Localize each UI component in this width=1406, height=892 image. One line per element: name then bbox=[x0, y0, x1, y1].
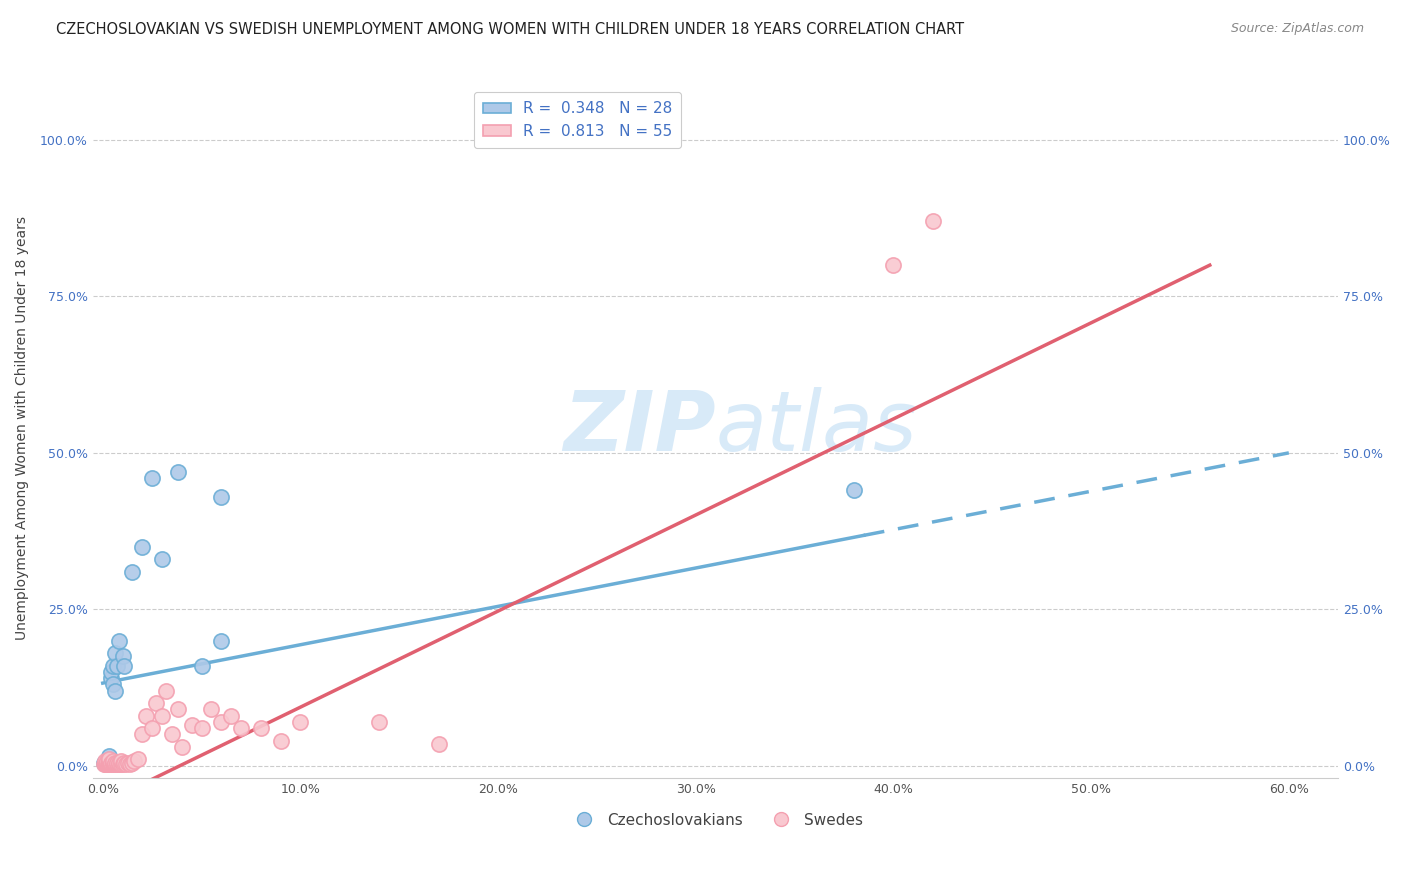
Point bbox=[107, 756, 129, 770]
Point bbox=[105, 756, 128, 771]
Point bbox=[105, 756, 128, 770]
Point bbox=[105, 658, 128, 673]
Point bbox=[131, 727, 153, 741]
Text: atlas: atlas bbox=[716, 387, 917, 468]
Point bbox=[141, 721, 163, 735]
Point bbox=[922, 214, 945, 228]
Point bbox=[166, 702, 188, 716]
Point bbox=[135, 708, 157, 723]
Point bbox=[96, 756, 118, 771]
Point bbox=[180, 718, 202, 732]
Point bbox=[111, 649, 134, 664]
Point bbox=[842, 483, 865, 498]
Point bbox=[96, 756, 118, 770]
Point bbox=[97, 756, 120, 770]
Point bbox=[219, 708, 242, 723]
Point bbox=[145, 696, 167, 710]
Point bbox=[190, 721, 212, 735]
Point bbox=[93, 756, 115, 770]
Point bbox=[93, 754, 115, 768]
Point bbox=[120, 756, 142, 771]
Point bbox=[127, 752, 149, 766]
Point bbox=[104, 756, 127, 770]
Point bbox=[290, 714, 312, 729]
Point bbox=[368, 714, 391, 729]
Point bbox=[150, 552, 173, 566]
Point bbox=[111, 756, 134, 771]
Point bbox=[250, 721, 273, 735]
Point bbox=[100, 665, 122, 679]
Point bbox=[97, 752, 120, 766]
Point bbox=[110, 754, 132, 768]
Point bbox=[100, 756, 122, 770]
Point bbox=[882, 258, 904, 272]
Point bbox=[93, 756, 115, 771]
Point bbox=[209, 714, 232, 729]
Point bbox=[150, 708, 173, 723]
Point bbox=[97, 749, 120, 764]
Point bbox=[209, 633, 232, 648]
Point bbox=[200, 702, 222, 716]
Point bbox=[114, 756, 136, 770]
Point bbox=[101, 756, 124, 770]
Point bbox=[107, 756, 129, 771]
Point bbox=[115, 756, 138, 771]
Point bbox=[101, 756, 124, 771]
Y-axis label: Unemployment Among Women with Children Under 18 years: Unemployment Among Women with Children U… bbox=[15, 216, 30, 640]
Point bbox=[427, 737, 450, 751]
Point bbox=[94, 756, 117, 771]
Point bbox=[104, 683, 127, 698]
Legend: Czechoslovakians, Swedes: Czechoslovakians, Swedes bbox=[562, 806, 869, 834]
Point bbox=[96, 754, 118, 768]
Point bbox=[121, 565, 143, 579]
Point bbox=[124, 754, 146, 768]
Point bbox=[141, 471, 163, 485]
Point bbox=[107, 633, 129, 648]
Point bbox=[170, 739, 193, 754]
Text: ZIP: ZIP bbox=[562, 387, 716, 468]
Point bbox=[93, 756, 115, 770]
Point bbox=[190, 658, 212, 673]
Point bbox=[96, 754, 118, 768]
Text: CZECHOSLOVAKIAN VS SWEDISH UNEMPLOYMENT AMONG WOMEN WITH CHILDREN UNDER 18 YEARS: CZECHOSLOVAKIAN VS SWEDISH UNEMPLOYMENT … bbox=[56, 22, 965, 37]
Text: Source: ZipAtlas.com: Source: ZipAtlas.com bbox=[1230, 22, 1364, 36]
Point bbox=[121, 756, 143, 770]
Point bbox=[100, 756, 122, 771]
Point bbox=[104, 646, 127, 660]
Point bbox=[101, 677, 124, 691]
Point bbox=[104, 756, 127, 771]
Point bbox=[131, 540, 153, 554]
Point bbox=[93, 756, 115, 771]
Point bbox=[97, 756, 120, 770]
Point bbox=[97, 756, 120, 771]
Point bbox=[101, 658, 124, 673]
Point bbox=[155, 683, 177, 698]
Point bbox=[209, 490, 232, 504]
Point bbox=[101, 754, 124, 768]
Point bbox=[94, 756, 117, 770]
Point bbox=[97, 755, 120, 769]
Point bbox=[166, 465, 188, 479]
Point bbox=[97, 752, 120, 766]
Point bbox=[160, 727, 183, 741]
Point bbox=[270, 733, 292, 747]
Point bbox=[229, 721, 252, 735]
Point bbox=[97, 756, 120, 770]
Point bbox=[114, 658, 136, 673]
Point bbox=[96, 756, 118, 770]
Point bbox=[117, 756, 139, 770]
Point bbox=[100, 671, 122, 685]
Point bbox=[93, 756, 115, 770]
Point bbox=[110, 756, 132, 771]
